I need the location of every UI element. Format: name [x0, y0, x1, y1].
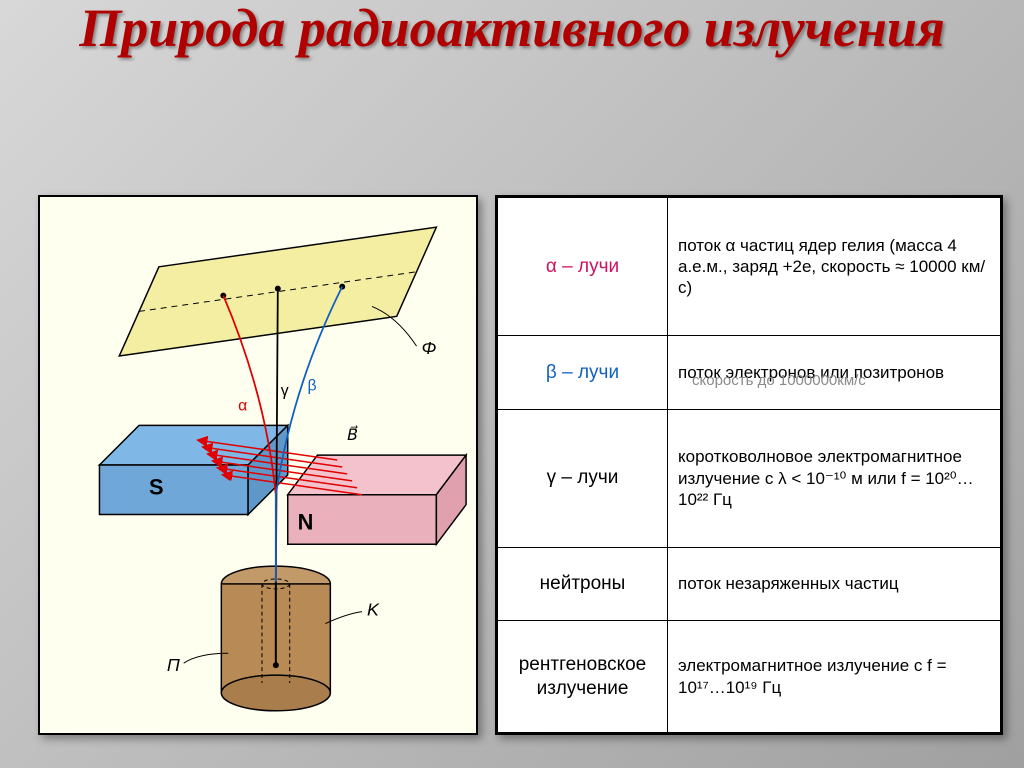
radiation-description: поток α частиц ядер гелия (масса 4 а.е.м… [668, 198, 1001, 336]
page-title: Природа радиоактивного излучения [0, 0, 1024, 57]
radiation-type-label: β – лучи [498, 336, 668, 409]
magnet-s-label: S [149, 475, 164, 500]
table-row: нейтроныпоток незаряженных частиц [498, 547, 1001, 620]
table-row: рентгеновское излучениеэлектромагнитное … [498, 621, 1001, 733]
radiation-description: электромагнитное излучение с f = 10¹⁷…10… [668, 621, 1001, 733]
radiation-type-label: α – лучи [498, 198, 668, 336]
gamma-ray-label: γ [281, 383, 289, 400]
radiation-table: α – лучипоток α частиц ядер гелия (масса… [495, 195, 1003, 735]
b-vector-label: B⃗ [347, 424, 358, 444]
radiation-description: поток незаряженных частиц [668, 547, 1001, 620]
table-row: γ – лучикоротковолновое электромагнитное… [498, 409, 1001, 547]
beta-ray-label: β [308, 378, 317, 395]
magnet-n: N [288, 455, 466, 544]
radiation-description: коротковолновое электромагнитное излучен… [668, 409, 1001, 547]
content-area: Φ S N [0, 195, 1024, 755]
pi-label: П [167, 655, 180, 675]
phi-label: Φ [422, 338, 437, 358]
alpha-ray-label: α [238, 398, 247, 415]
magnet-n-label: N [298, 509, 314, 534]
table-row: α – лучипоток α частиц ядер гелия (масса… [498, 198, 1001, 336]
radiation-type-label: нейтроны [498, 547, 668, 620]
experiment-diagram: Φ S N [38, 195, 478, 735]
radiation-properties-table: α – лучипоток α частиц ядер гелия (масса… [497, 197, 1001, 733]
radiation-type-label: рентгеновское излучение [498, 621, 668, 733]
magnet-s: S [99, 425, 287, 514]
radiation-type-label: γ – лучи [498, 409, 668, 547]
beta-speed-overlay: скорость до 1000000км/с [692, 372, 866, 389]
source-cylinder: П K [167, 566, 380, 711]
k-label: K [367, 600, 380, 620]
diagram-svg: Φ S N [40, 197, 476, 733]
